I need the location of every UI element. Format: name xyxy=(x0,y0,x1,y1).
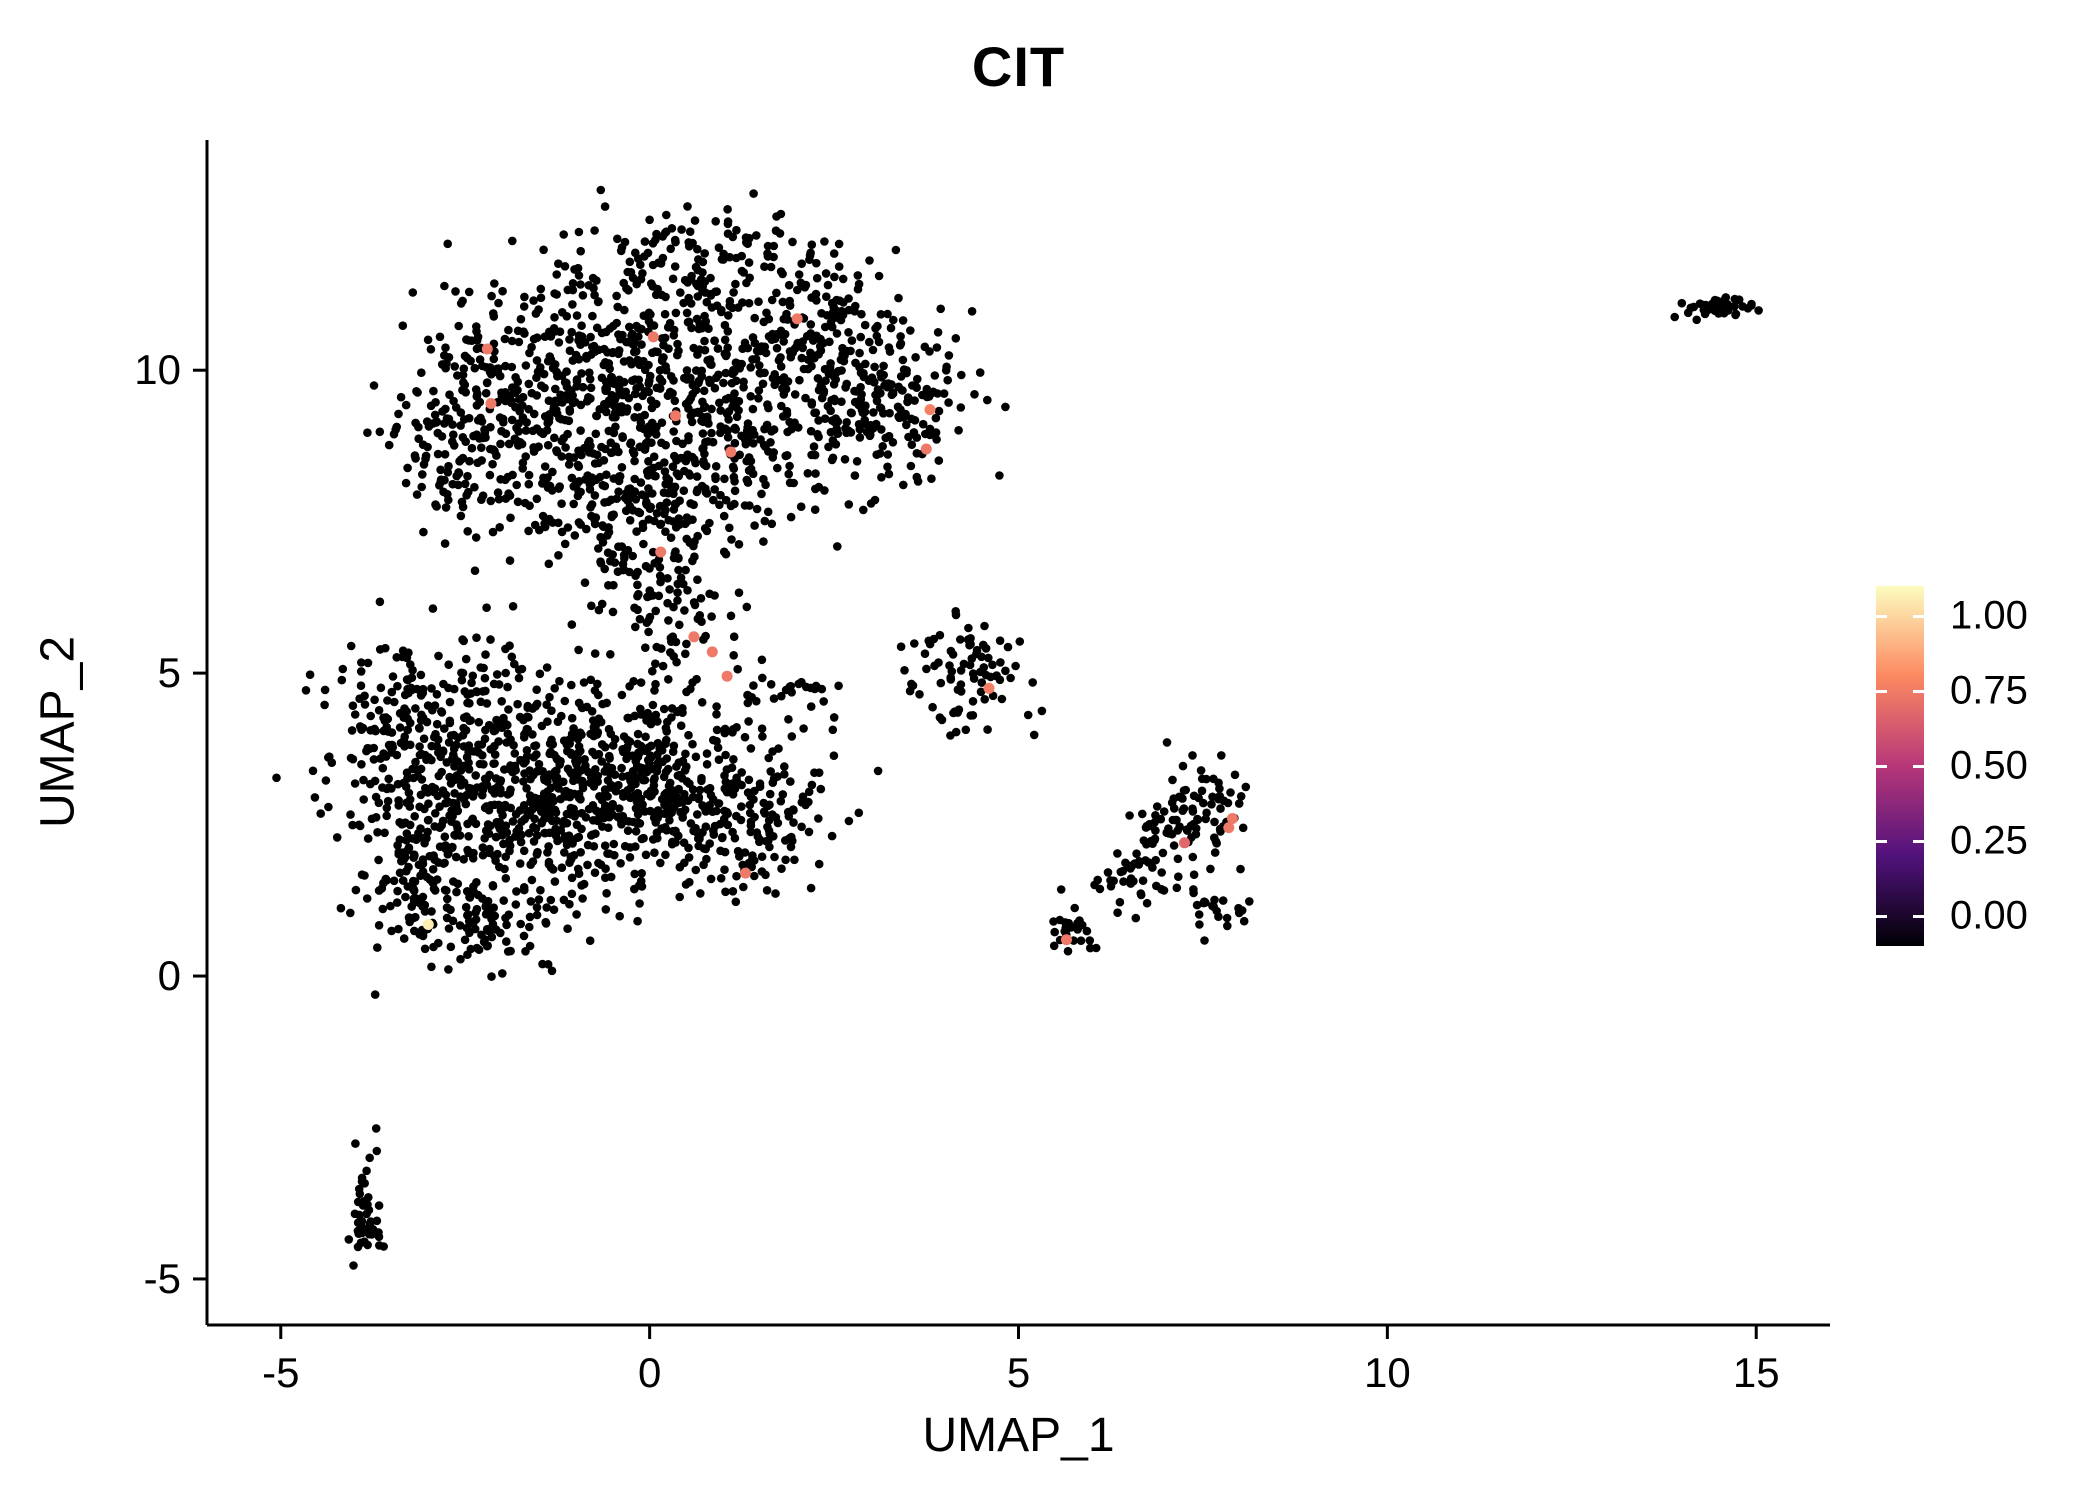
svg-text:0: 0 xyxy=(638,1349,661,1396)
colorbar-tick xyxy=(1913,914,1924,918)
chart-title: CIT xyxy=(971,35,1066,98)
colorbar-tick xyxy=(1876,839,1887,843)
highlight-points-layer xyxy=(422,313,1238,946)
legend-tick-label: 0.25 xyxy=(1950,818,2028,863)
legend-tick-label: 0.50 xyxy=(1950,743,2028,788)
axes: -5 0 5 10 15 -5 0 5 10 xyxy=(134,140,1830,1396)
svg-text:5: 5 xyxy=(1007,1349,1030,1396)
svg-text:10: 10 xyxy=(1364,1349,1411,1396)
svg-text:15: 15 xyxy=(1733,1349,1780,1396)
x-axis-label: UMAP_1 xyxy=(922,1409,1115,1462)
legend-tick-label: 0.75 xyxy=(1950,668,2028,713)
colorbar-tick xyxy=(1876,614,1887,618)
svg-text:5: 5 xyxy=(158,649,181,696)
colorbar-tick xyxy=(1876,914,1887,918)
svg-text:-5: -5 xyxy=(144,1255,181,1302)
legend-tick-label: 1.00 xyxy=(1950,593,2028,638)
colorbar-tick xyxy=(1913,839,1924,843)
colorbar-tick xyxy=(1913,614,1924,618)
svg-text:-5: -5 xyxy=(262,1349,299,1396)
colorbar-tick xyxy=(1876,764,1887,768)
points-layer xyxy=(272,185,1763,1270)
svg-text:10: 10 xyxy=(134,346,181,393)
legend-tick-label: 0.00 xyxy=(1950,893,2028,938)
colorbar-tick xyxy=(1913,689,1924,693)
svg-text:0: 0 xyxy=(158,952,181,999)
colorbar-tick xyxy=(1876,689,1887,693)
colorbar-tick xyxy=(1913,764,1924,768)
